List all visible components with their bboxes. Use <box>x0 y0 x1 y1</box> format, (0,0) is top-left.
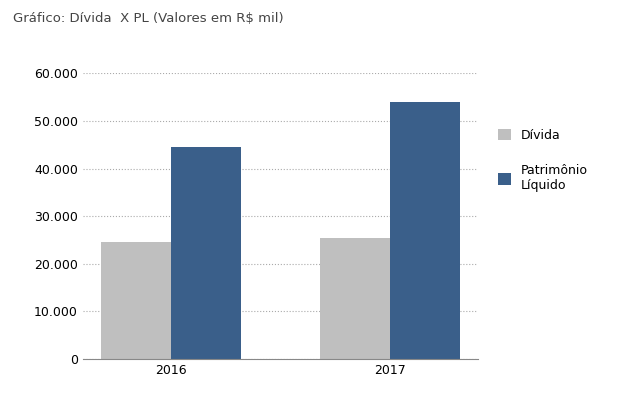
Bar <box>320 237 390 359</box>
Legend: Dívida, Patrimônio
Líquido: Dívida, Patrimônio Líquido <box>492 122 594 199</box>
Bar <box>390 102 460 359</box>
Bar <box>171 147 241 359</box>
Text: Gráfico: Dívida  X PL (Valores em R$ mil): Gráfico: Dívida X PL (Valores em R$ mil) <box>13 12 283 25</box>
Bar <box>101 242 171 359</box>
